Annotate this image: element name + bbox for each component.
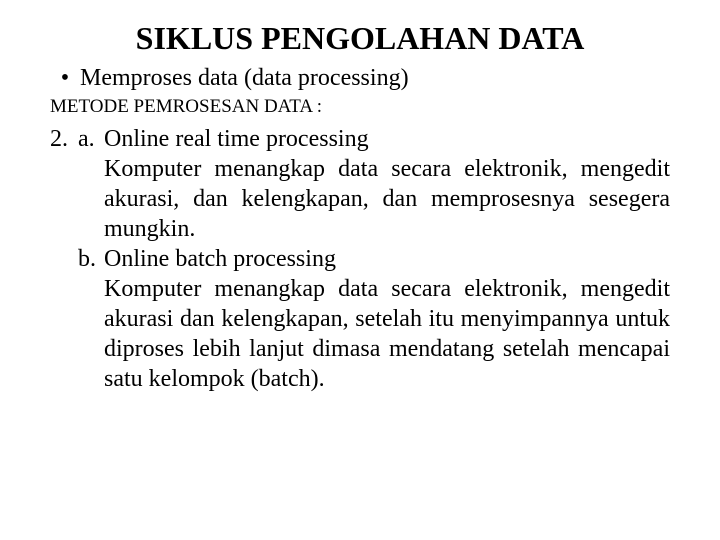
slide-content: SIKLUS PENGOLAHAN DATA • Memproses data … [0, 0, 720, 394]
bullet-text: Memproses data (data processing) [80, 65, 409, 92]
sub-b-content: Online batch processing Komputer menangk… [104, 244, 670, 394]
sub-b-body: Komputer menangkap data secara elektroni… [104, 274, 670, 394]
sub-item-b: b. Online batch processing Komputer mena… [78, 244, 670, 394]
slide-title: SIKLUS PENGOLAHAN DATA [50, 20, 670, 57]
sub-a-content: Online real time processing Komputer men… [104, 124, 670, 244]
item-body: a. Online real time processing Komputer … [78, 124, 670, 394]
bullet-marker: • [50, 65, 80, 92]
bullet-item: • Memproses data (data processing) [50, 65, 670, 92]
subheading: METODE PEMROSESAN DATA : [50, 96, 670, 118]
letter-b: b. [78, 244, 104, 394]
numbered-item: 2. a. Online real time processing Komput… [50, 124, 670, 394]
letter-a: a. [78, 124, 104, 244]
sub-a-heading: Online real time processing [104, 124, 670, 154]
item-number: 2. [50, 124, 78, 394]
sub-item-a: a. Online real time processing Komputer … [78, 124, 670, 244]
sub-b-heading: Online batch processing [104, 244, 670, 274]
sub-a-body: Komputer menangkap data secara elektroni… [104, 154, 670, 244]
